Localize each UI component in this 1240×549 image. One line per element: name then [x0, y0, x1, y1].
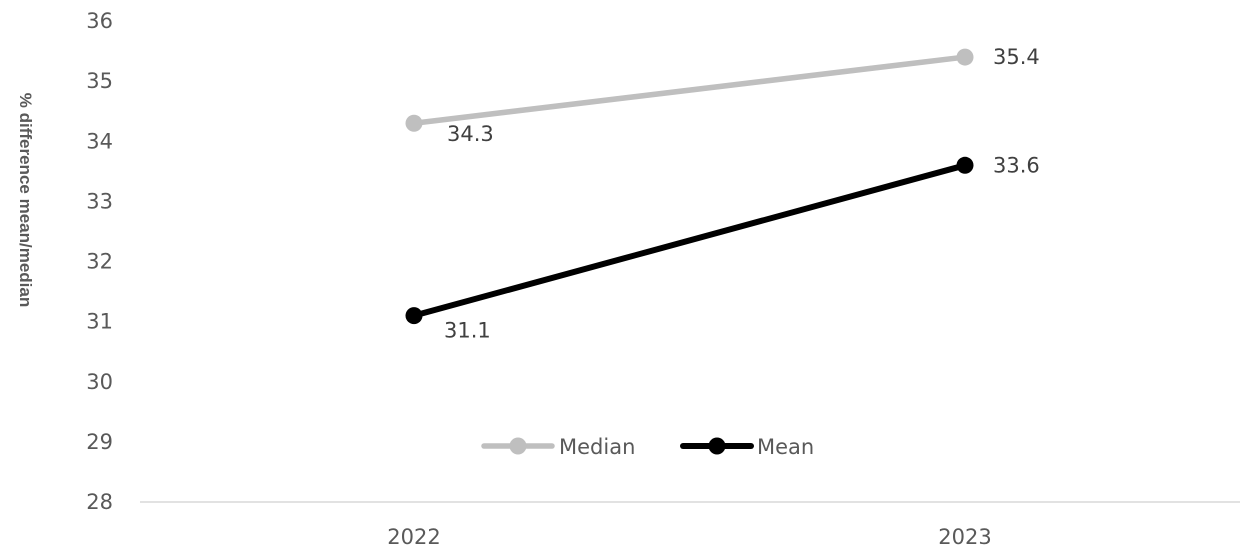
data-point-mean: [956, 156, 974, 174]
y-axis-ticks: 28 29 30 31 32 33 34 35 36: [86, 9, 113, 514]
y-tick-label: 30: [86, 370, 113, 394]
data-label-median: 35.4: [993, 45, 1040, 69]
x-axis-ticks: 2022 2023: [387, 525, 991, 549]
data-point-mean: [405, 307, 423, 325]
y-tick-label: 28: [86, 490, 113, 514]
series-line-median: [411, 54, 968, 126]
y-tick-label: 31: [86, 310, 113, 334]
y-tick-label: 32: [86, 250, 113, 274]
legend-marker-mean: [708, 437, 726, 455]
series-layer: 34.3 35.4 31.1 33.6: [405, 45, 1040, 343]
data-point-median: [956, 48, 974, 66]
legend: Median Mean: [481, 435, 814, 459]
y-tick-label: 33: [86, 189, 113, 213]
data-point-median: [405, 114, 423, 132]
x-tick-label: 2023: [938, 525, 991, 549]
data-label-median: 34.3: [447, 122, 494, 146]
y-tick-label: 35: [86, 69, 113, 93]
x-tick-label: 2022: [387, 525, 440, 549]
legend-label-median: Median: [559, 435, 635, 459]
data-label-mean: 33.6: [993, 153, 1040, 177]
data-label-mean: 31.1: [444, 319, 491, 343]
legend-marker-median: [509, 437, 527, 455]
series-line-mean: [411, 162, 968, 319]
legend-label-mean: Mean: [757, 435, 814, 459]
y-tick-label: 36: [86, 9, 113, 33]
y-tick-label: 34: [86, 129, 113, 153]
y-axis-title: % difference mean/median: [16, 93, 35, 307]
y-tick-label: 29: [86, 430, 113, 454]
